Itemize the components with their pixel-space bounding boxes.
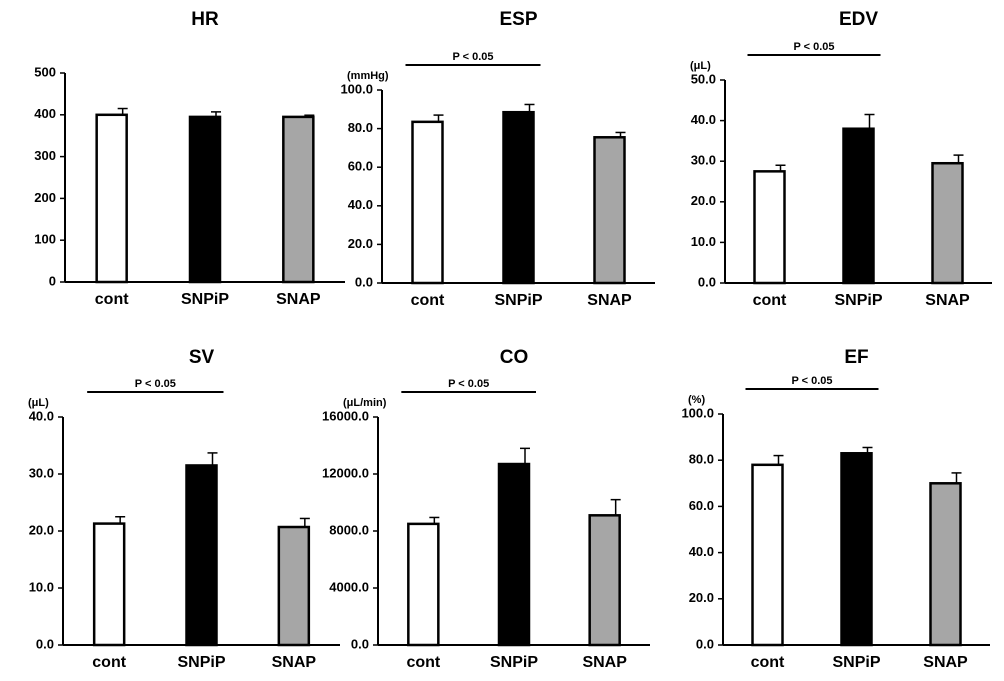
x-tick-label: SNPiP: [494, 292, 542, 309]
y-axis-label: (mmHg): [347, 70, 389, 82]
bar: [842, 127, 875, 285]
bar: [751, 463, 784, 647]
y-tick-label: 20.0: [689, 590, 714, 605]
x-tick-label: SNAP: [276, 291, 321, 308]
y-axis-label: (μL/min): [343, 397, 387, 409]
bar: [92, 522, 126, 647]
y-tick-label: 20.0: [691, 193, 716, 208]
x-tick-label: SNAP: [923, 654, 968, 671]
y-tick-label: 16000.0: [322, 408, 369, 423]
y-tick-label: 0.0: [696, 636, 714, 651]
y-tick-label: 200: [34, 190, 56, 205]
y-tick-label: 30.0: [29, 465, 54, 480]
chart-title: HR: [191, 9, 219, 30]
chart-title: CO: [500, 347, 529, 368]
annotation: P < 0.05: [135, 378, 176, 390]
x-tick-label: cont: [751, 654, 785, 671]
bar: [95, 113, 128, 284]
x-tick-label: SNAP: [587, 292, 632, 309]
y-tick-label: 10.0: [29, 579, 54, 594]
y-tick-label: 80.0: [348, 120, 373, 135]
bar: [185, 464, 218, 647]
y-tick-label: 12000.0: [322, 465, 369, 480]
bar: [497, 462, 531, 647]
x-tick-label: SNAP: [582, 654, 627, 671]
bar: [411, 120, 444, 285]
annotation: P < 0.05: [452, 51, 493, 63]
bar: [929, 482, 962, 647]
y-tick-label: 60.0: [348, 159, 373, 174]
y-tick-label: 0: [49, 273, 56, 288]
bar: [188, 115, 222, 284]
y-tick-label: 100.0: [681, 405, 714, 420]
x-tick-label: SNPiP: [490, 654, 538, 671]
chart-title: SV: [189, 347, 215, 368]
y-axis-label: (μL): [690, 60, 711, 72]
y-tick-label: 40.0: [689, 544, 714, 559]
y-tick-label: 0.0: [355, 274, 373, 289]
x-tick-label: SNAP: [272, 654, 317, 671]
y-tick-label: 10.0: [691, 234, 716, 249]
x-tick-label: cont: [406, 654, 440, 671]
bar: [753, 170, 786, 285]
y-tick-label: 300: [34, 148, 56, 163]
y-tick-label: 20.0: [348, 236, 373, 251]
y-tick-label: 40.0: [29, 408, 54, 423]
x-tick-label: SNAP: [925, 292, 970, 309]
bar: [931, 161, 964, 285]
annotation: P < 0.05: [791, 375, 832, 387]
bar: [407, 522, 440, 647]
y-tick-label: 100: [34, 232, 56, 247]
y-tick-label: 0.0: [698, 274, 716, 289]
y-axis-label: (μL): [28, 397, 49, 409]
x-tick-label: cont: [95, 291, 129, 308]
y-tick-label: 500: [34, 64, 56, 79]
y-tick-label: 20.0: [29, 522, 54, 537]
bar: [502, 110, 535, 285]
chart-title: ESP: [499, 9, 537, 30]
y-tick-label: 40.0: [348, 197, 373, 212]
x-tick-label: SNPiP: [834, 292, 882, 309]
bar: [277, 525, 311, 647]
annotation: P < 0.05: [448, 378, 489, 390]
annotation: P < 0.05: [793, 41, 834, 53]
x-tick-label: SNPiP: [832, 654, 880, 671]
y-tick-label: 80.0: [689, 452, 714, 467]
y-tick-label: 8000.0: [329, 522, 369, 537]
chart-title: EDV: [839, 9, 878, 30]
x-tick-label: cont: [411, 292, 445, 309]
bar: [588, 514, 621, 647]
x-tick-label: SNPiP: [181, 291, 229, 308]
chart-title: EF: [844, 347, 868, 368]
y-tick-label: 100.0: [340, 81, 373, 96]
y-tick-label: 30.0: [691, 153, 716, 168]
x-tick-label: SNPiP: [177, 654, 225, 671]
x-tick-label: cont: [753, 292, 787, 309]
y-tick-label: 400: [34, 106, 56, 121]
y-tick-label: 0.0: [36, 636, 54, 651]
bar: [282, 115, 315, 284]
y-axis-label: (%): [688, 394, 705, 406]
y-tick-label: 40.0: [691, 112, 716, 127]
y-tick-label: 50.0: [691, 71, 716, 86]
y-tick-label: 60.0: [689, 498, 714, 513]
bar: [840, 452, 873, 647]
y-tick-label: 4000.0: [329, 579, 369, 594]
bar: [593, 136, 626, 285]
y-tick-label: 0.0: [351, 636, 369, 651]
x-tick-label: cont: [92, 654, 126, 671]
